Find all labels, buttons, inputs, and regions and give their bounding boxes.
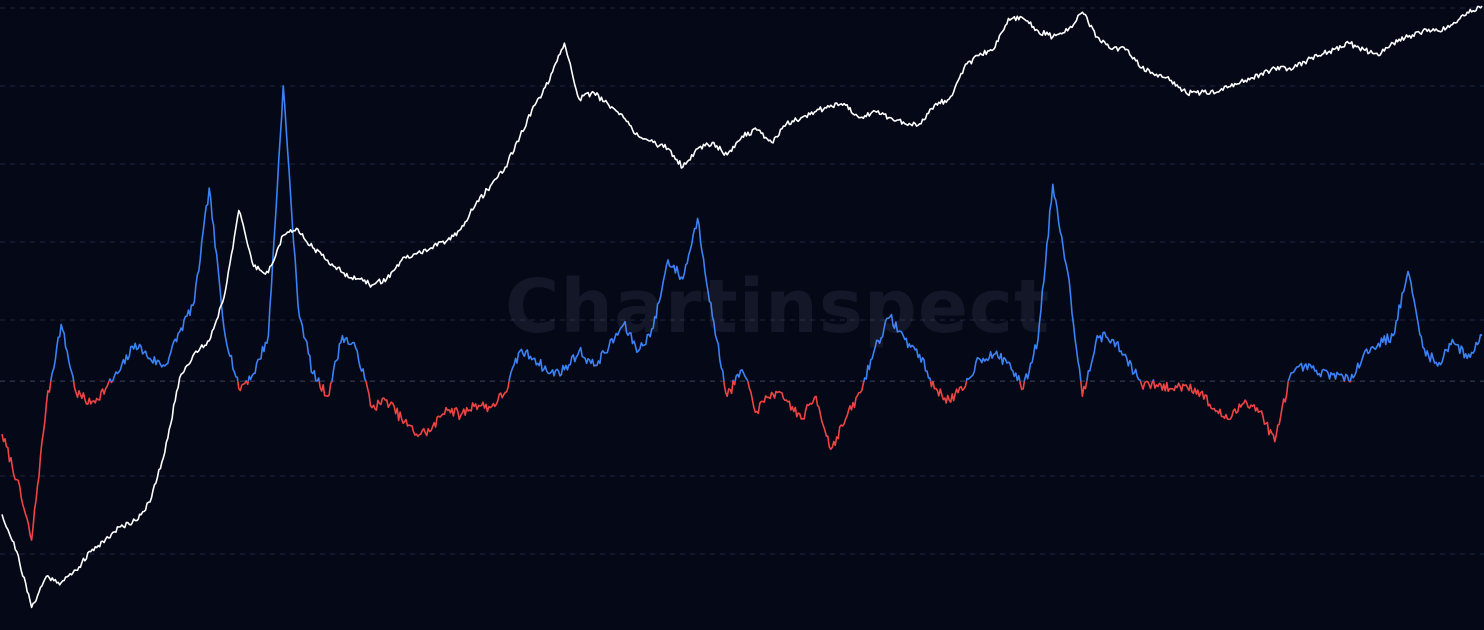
oscillator-segment-above	[50, 323, 75, 382]
oscillator-segment-below	[318, 380, 333, 398]
oscillator-segment-below	[747, 380, 865, 451]
oscillator-segment-above	[1023, 183, 1082, 382]
price-series	[1, 5, 1483, 609]
oscillator-segment-below	[1152, 380, 1290, 443]
oscillator-segment-above	[1349, 270, 1483, 382]
gridlines	[0, 7, 1484, 555]
oscillator-segment-above	[111, 187, 239, 382]
oscillator-segment-above	[1343, 373, 1350, 382]
oscillator-segment-below	[929, 380, 934, 388]
oscillator-segment-above	[1152, 379, 1155, 382]
oscillator-segment-above	[965, 350, 1021, 382]
oscillator-segment-below	[72, 380, 110, 405]
oscillator-segment-above	[1287, 362, 1346, 382]
oscillator-segment-below	[932, 380, 968, 404]
oscillator-series	[1, 85, 1483, 541]
oscillator-segment-below	[110, 380, 114, 384]
oscillator-segment-below	[245, 380, 250, 386]
oscillator-segment-above	[247, 85, 320, 382]
price-line	[1, 5, 1483, 609]
oscillator-segment-above	[508, 217, 725, 382]
oscillator-segment-above	[108, 378, 112, 382]
oscillator-segment-below	[1348, 380, 1352, 383]
oscillator-segment-below	[1019, 380, 1026, 391]
oscillator-segment-below	[1080, 380, 1088, 398]
oscillator-segment-below	[1146, 380, 1154, 390]
oscillator-segment-below	[365, 380, 510, 438]
oscillator-segment-below	[237, 380, 247, 392]
oscillator-segment-above	[1086, 331, 1142, 382]
oscillator-segment-below	[1, 380, 52, 541]
oscillator-segment-above	[734, 369, 749, 382]
oscillator-segment-above	[331, 334, 367, 382]
oscillator-segment-below	[732, 380, 736, 386]
oscillator-segment-above	[863, 313, 932, 382]
oscillator-segment-below	[1139, 380, 1148, 390]
oscillator-segment-below	[723, 381, 734, 398]
